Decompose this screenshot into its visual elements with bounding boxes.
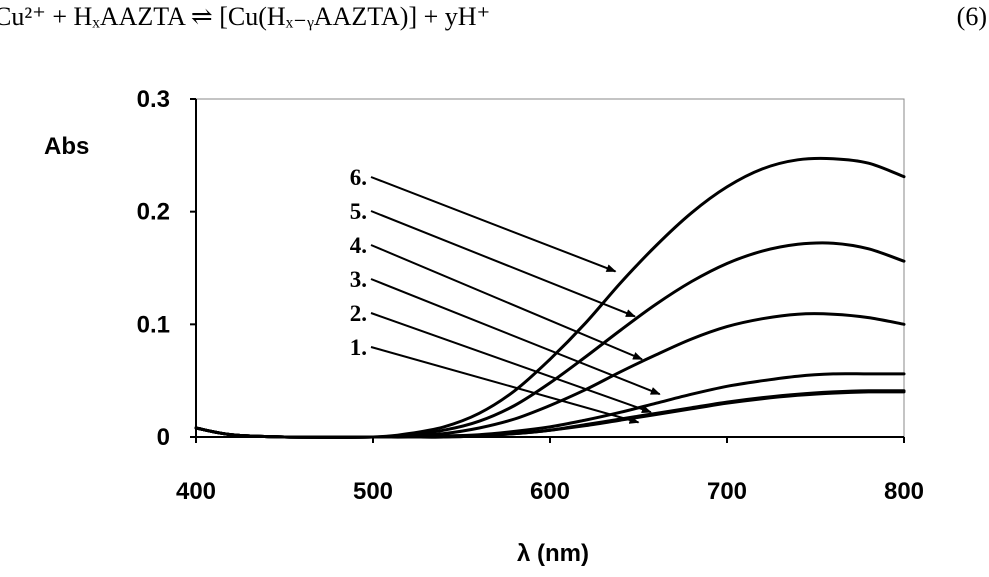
y-tick-label: 0.3	[137, 86, 170, 113]
series-lines	[194, 156, 906, 439]
series-line-6	[194, 156, 906, 439]
series-arrow-1	[370, 346, 640, 424]
series-label-4: 4.	[350, 233, 367, 258]
series-arrow-6	[370, 176, 617, 273]
equation-number: (6)	[956, 2, 987, 31]
x-tick-label: 400	[176, 478, 216, 505]
reaction-equation: Cu²⁺ + HₓAAZTA ⇌ [Cu(Hₓ₋ᵧAAZTA)] + yH⁺ (…	[0, 0, 989, 52]
y-axis-title: Abs	[44, 133, 89, 160]
series-label-6: 6.	[350, 165, 367, 190]
series-arrow-5	[370, 210, 636, 318]
series-label-3: 3.	[350, 267, 367, 292]
y-tick-label: 0.1	[137, 311, 170, 338]
x-axis-title: λ (nm)	[517, 540, 589, 567]
series-line-5	[194, 241, 906, 439]
series-arrow-3	[370, 278, 661, 396]
x-tick-label: 700	[707, 478, 747, 505]
series-label-5: 5.	[350, 199, 367, 224]
x-axis: 400 500 600 700 800	[176, 436, 924, 505]
y-tick-label: 0	[157, 424, 170, 451]
series-arrow-4	[370, 244, 643, 361]
series-label-2: 2.	[350, 301, 367, 326]
y-tick-label: 0.2	[137, 199, 170, 226]
plot-area-frame	[195, 98, 905, 438]
x-tick-label: 500	[353, 478, 393, 505]
series-label-1: 1.	[350, 335, 367, 360]
y-axis: 0 0.1 0.2 0.3	[137, 86, 197, 451]
x-tick-label: 800	[884, 478, 924, 505]
x-tick-label: 600	[530, 478, 570, 505]
series-arrow-2	[370, 312, 652, 414]
equation-text: Cu²⁺ + HₓAAZTA ⇌ [Cu(Hₓ₋ᵧAAZTA)] + yH⁺	[0, 2, 491, 31]
series-annotations: 6. 5. 4. 3. 2. 1.	[350, 165, 661, 424]
